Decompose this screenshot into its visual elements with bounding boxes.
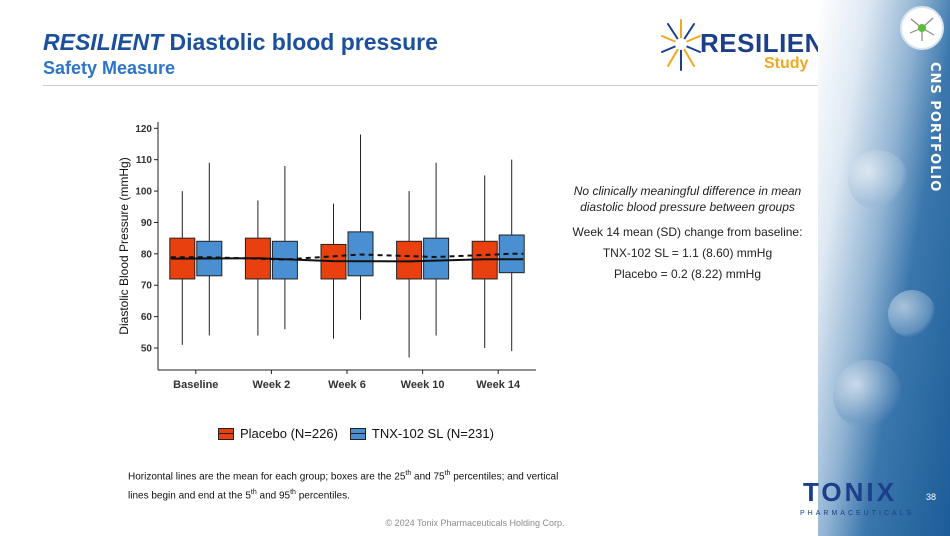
x-tick-label: Baseline: [173, 379, 218, 391]
legend-swatch-placebo: [218, 427, 234, 440]
resilient-logo-text: RESILIENT: [700, 28, 841, 58]
box-body: [423, 237, 450, 280]
y-tick-label: 110: [136, 155, 153, 166]
sunburst-icon: [661, 19, 701, 71]
x-tick-label: Week 2: [253, 379, 291, 391]
legend-item: Placebo (N=226): [218, 426, 338, 441]
chart-legend: Placebo (N=226) TNX-102 SL (N=231): [218, 426, 500, 441]
molecule-sphere: [888, 290, 936, 338]
header-divider: [43, 85, 829, 86]
box-plot-chart: Diastolic Blood Pressure (mmHg) 50 60 70 80…: [117, 122, 536, 391]
plot-area: 50 60 70 80 90 100 110 120 Baseline Week 2 Week 6 W…: [135, 122, 536, 391]
tonix-logo-subtitle: PHARMACEUTICALS: [800, 510, 915, 517]
x-tick-label: Week 14: [476, 379, 521, 391]
footnote-text: percentiles; and vertical lines begin an…: [128, 471, 559, 502]
neuron-badge: [900, 6, 944, 50]
slide-header: RESILIENT Diastolic blood pressure Safet…: [43, 28, 438, 80]
y-tick-label: 60: [141, 312, 153, 323]
footnote-text: Horizontal lines are the mean for each g…: [128, 471, 406, 483]
molecule-sphere: [848, 150, 908, 210]
footnote-text: percentiles.: [295, 490, 350, 502]
footnote-text: and 75: [411, 471, 445, 483]
footnote-sup: th: [444, 470, 451, 477]
footnote-text: and 95: [256, 490, 291, 502]
legend-label: Placebo (N=226): [240, 426, 338, 441]
footnote-sup: th: [405, 470, 412, 477]
slide-subtitle: Safety Measure: [43, 58, 176, 78]
decorative-side-panel: CNS PORTFOLIO: [818, 0, 950, 536]
mean-line: [170, 257, 524, 263]
legend-item: TNX-102 SL (N=231): [349, 426, 494, 441]
footnote-sup: th: [290, 489, 296, 497]
annotation-line: TNX-102 SL = 1.1 (8.60) mmHg: [602, 246, 773, 260]
slide-title: RESILIENT Diastolic blood pressure: [43, 28, 438, 56]
y-tick-label: 70: [141, 281, 153, 292]
slide-title-rest: Diastolic blood pressure: [163, 29, 438, 55]
annotation-block: No clinically meaningful difference in m…: [555, 183, 820, 285]
page-number: 38: [926, 492, 937, 502]
slide-title-italic: RESILIENT: [43, 29, 164, 55]
legend-label: TNX-102 SL (N=231): [371, 426, 494, 441]
y-tick-label: 80: [141, 249, 153, 260]
y-axis-label: Diastolic Blood Pressure (mmHg): [117, 157, 131, 334]
footnote-sup: th: [250, 489, 257, 497]
tonix-logo: TONIX PHARMACEUTICALS: [800, 477, 915, 524]
study-logo-text: Study: [764, 55, 809, 72]
y-tick-label: 100: [135, 187, 152, 198]
y-tick-label: 50: [141, 344, 153, 355]
tonix-logo-word: TONIX: [803, 477, 897, 507]
annotation-line: Placebo = 0.2 (8.22) mmHg: [613, 267, 762, 281]
footnote: Horizontal lines are the mean for each g…: [128, 466, 568, 505]
y-tick-label: 120: [135, 124, 152, 135]
legend-swatch-tnx: [349, 427, 366, 440]
side-label: CNS PORTFOLIO: [927, 62, 942, 193]
annotation-line: Week 14 mean (SD) change from baseline:: [572, 225, 803, 239]
molecule-sphere: [833, 360, 903, 430]
mean-line: [170, 252, 524, 261]
x-tick-label: Week 6: [328, 379, 366, 391]
y-tick-label: 90: [141, 218, 153, 229]
neuron-icon: [909, 17, 935, 41]
box-body: [498, 234, 525, 274]
box-body: [396, 240, 423, 280]
copyright-notice: © 2024 Tonix Pharmaceuticals Holding Cor…: [385, 518, 565, 528]
x-tick-label: Week 10: [401, 379, 445, 391]
resilient-study-logo: RESILIENT Study: [660, 14, 840, 76]
annotation-note: No clinically meaningful difference in m…: [573, 184, 802, 214]
